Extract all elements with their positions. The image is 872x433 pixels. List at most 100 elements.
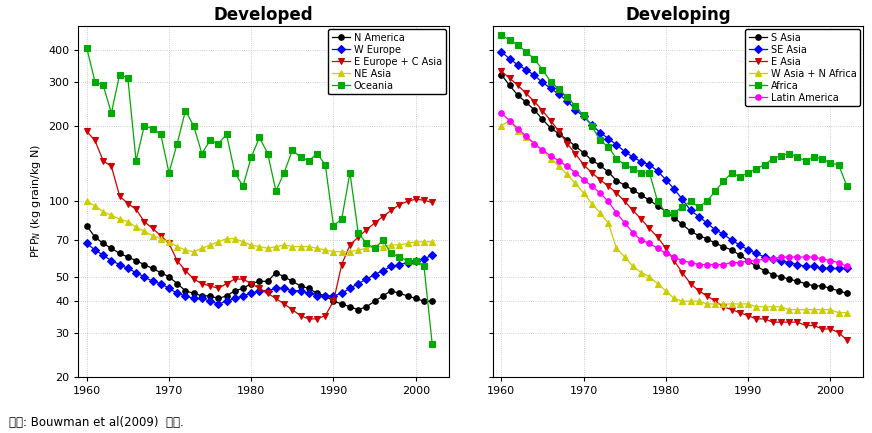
S Asia	[652, 203, 663, 208]
N America	[427, 299, 438, 304]
Africa	[760, 162, 770, 167]
Oceania	[213, 141, 223, 146]
Oceania	[155, 132, 166, 137]
S Asia	[578, 150, 589, 155]
N America	[246, 281, 256, 286]
SE Asia	[513, 62, 523, 68]
E Asia	[817, 326, 828, 332]
N America	[394, 291, 405, 296]
Latin America	[800, 255, 811, 260]
W Asia + N Africa	[743, 301, 753, 307]
Line: N America: N America	[84, 223, 435, 313]
Oceania	[328, 223, 338, 228]
W Europe	[303, 291, 314, 296]
E Europe + C Asia	[155, 233, 166, 238]
SE Asia	[734, 242, 745, 248]
E Europe + C Asia	[123, 201, 133, 206]
Oceania	[296, 155, 306, 160]
Latin America	[677, 258, 687, 263]
SE Asia	[767, 256, 778, 262]
S Asia	[817, 283, 828, 288]
S Asia	[546, 126, 556, 131]
Africa	[751, 166, 761, 171]
N America	[131, 258, 141, 263]
W Europe	[213, 301, 223, 307]
W Europe	[114, 262, 125, 267]
S Asia	[800, 281, 811, 286]
Africa	[570, 103, 581, 109]
W Asia + N Africa	[710, 301, 720, 307]
Line: E Asia: E Asia	[499, 68, 849, 343]
SE Asia	[570, 107, 581, 112]
E Europe + C Asia	[270, 296, 281, 301]
W Europe	[411, 258, 421, 263]
W Europe	[344, 286, 355, 291]
W Europe	[370, 272, 380, 277]
N America	[205, 293, 215, 298]
Oceania	[370, 246, 380, 251]
E Asia	[513, 83, 523, 88]
E Europe + C Asia	[205, 283, 215, 288]
Line: Oceania: Oceania	[84, 45, 435, 347]
N America	[361, 304, 371, 309]
Africa	[587, 123, 597, 129]
Oceania	[287, 148, 297, 153]
NE Asia	[164, 239, 174, 244]
Line: W Europe: W Europe	[84, 241, 435, 307]
SE Asia	[710, 227, 720, 233]
N America	[229, 288, 240, 294]
W Asia + N Africa	[562, 172, 572, 177]
N America	[353, 307, 364, 312]
Oceania	[164, 170, 174, 175]
W Asia + N Africa	[776, 304, 787, 309]
W Asia + N Africa	[793, 307, 803, 312]
Legend: S Asia, SE Asia, E Asia, W Asia + N Africa, Africa, Latin America: S Asia, SE Asia, E Asia, W Asia + N Afri…	[746, 29, 861, 107]
Latin America	[685, 260, 696, 265]
W Europe	[164, 286, 174, 291]
Oceania	[114, 72, 125, 77]
W Asia + N Africa	[529, 141, 540, 146]
E Europe + C Asia	[296, 313, 306, 318]
Oceania	[419, 264, 429, 269]
E Europe + C Asia	[312, 316, 323, 321]
Oceania	[279, 170, 290, 175]
Oceania	[262, 151, 273, 156]
SE Asia	[817, 266, 828, 271]
SE Asia	[800, 264, 811, 269]
Oceania	[229, 170, 240, 175]
W Europe	[378, 268, 388, 273]
Latin America	[825, 258, 835, 263]
Oceania	[98, 83, 108, 88]
Africa	[644, 170, 655, 175]
E Europe + C Asia	[279, 301, 290, 307]
Africa	[603, 144, 614, 149]
Oceania	[197, 151, 208, 156]
W Europe	[205, 299, 215, 304]
NE Asia	[262, 246, 273, 251]
S Asia	[644, 197, 655, 203]
SE Asia	[628, 155, 638, 160]
Latin America	[841, 264, 852, 269]
Africa	[793, 155, 803, 160]
E Europe + C Asia	[344, 242, 355, 248]
E Asia	[578, 162, 589, 167]
E Asia	[784, 320, 794, 325]
Oceania	[312, 151, 323, 156]
NE Asia	[181, 247, 191, 252]
W Europe	[147, 279, 158, 284]
Latin America	[513, 126, 523, 131]
NE Asia	[312, 246, 323, 251]
N America	[287, 279, 297, 284]
SE Asia	[652, 168, 663, 174]
Latin America	[611, 210, 622, 216]
Africa	[767, 156, 778, 161]
NE Asia	[188, 249, 199, 254]
Latin America	[793, 255, 803, 260]
W Asia + N Africa	[537, 148, 548, 153]
W Asia + N Africa	[603, 220, 614, 226]
W Europe	[361, 277, 371, 282]
N America	[221, 293, 232, 298]
N America	[106, 246, 117, 251]
Latin America	[776, 255, 787, 260]
W Europe	[106, 258, 117, 263]
